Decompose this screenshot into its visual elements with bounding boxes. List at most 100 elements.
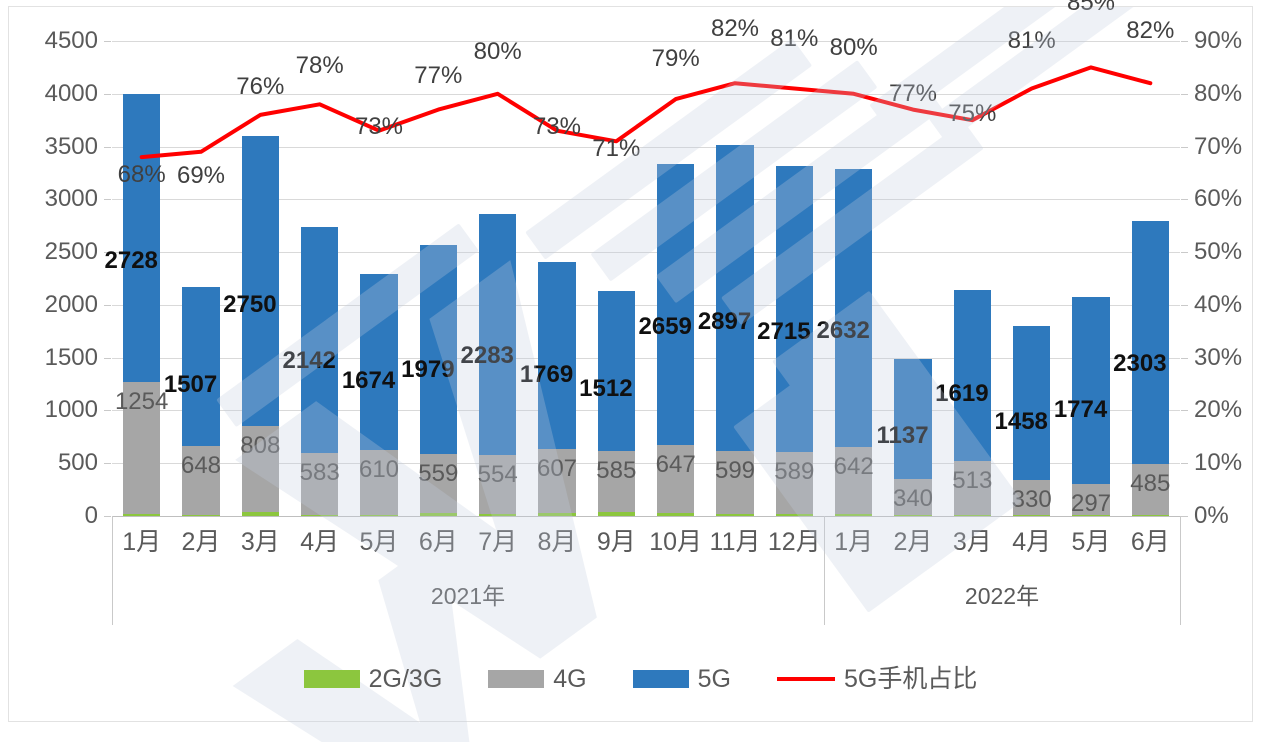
- line-value-label-5g-share: 81%: [1007, 26, 1056, 54]
- chart-legend: 2G/3G 4G 5G 5G手机占比: [9, 659, 1263, 699]
- stacked-bar[interactable]: [1131, 220, 1170, 516]
- bar-segment-4g[interactable]: [656, 444, 695, 513]
- stacked-bar[interactable]: [538, 262, 576, 516]
- bar-segment-2g3g[interactable]: [300, 514, 339, 516]
- bar-segment-4g[interactable]: [122, 381, 161, 515]
- bar-value-label-4g: 559: [418, 460, 459, 488]
- legend-item[interactable]: 2G/3G: [303, 666, 442, 692]
- bar-segment-5g[interactable]: [360, 273, 398, 451]
- bar-segment-5g[interactable]: [1072, 296, 1110, 484]
- stacked-bar[interactable]: [1072, 296, 1110, 516]
- bar-segment-2g3g[interactable]: [1072, 515, 1110, 516]
- bar-segment-5g[interactable]: [656, 163, 695, 445]
- x-axis-month-label: 4月: [1012, 528, 1052, 556]
- gridline: [112, 463, 1180, 465]
- legend-swatch-icon: [488, 670, 545, 688]
- y-axis-tick-left: [104, 252, 111, 254]
- legend-item[interactable]: 4G: [488, 666, 587, 692]
- bar-segment-4g[interactable]: [538, 448, 576, 513]
- stacked-bar[interactable]: [419, 245, 458, 516]
- stacked-bar[interactable]: [656, 163, 695, 516]
- line-value-label-5g-share: 71%: [592, 135, 641, 163]
- bar-value-label-4g: 554: [477, 461, 518, 489]
- stacked-bar[interactable]: [953, 290, 992, 516]
- stacked-bar[interactable]: [478, 214, 517, 516]
- bar-segment-2g3g[interactable]: [182, 514, 220, 516]
- bar-segment-2g3g[interactable]: [478, 513, 517, 516]
- legend-item[interactable]: 5G手机占比: [777, 666, 977, 692]
- bar-segment-2g3g[interactable]: [597, 512, 636, 516]
- bar-segment-4g[interactable]: [419, 454, 458, 514]
- bar-segment-2g3g[interactable]: [716, 514, 754, 516]
- bar-segment-5g[interactable]: [894, 359, 932, 480]
- y-axis-right-label: 50%: [1194, 238, 1243, 266]
- bar-segment-2g3g[interactable]: [834, 514, 873, 516]
- bar-segment-4g[interactable]: [1072, 483, 1110, 516]
- bar-segment-4g[interactable]: [834, 446, 873, 515]
- category-separator: [1180, 516, 1181, 625]
- bar-segment-5g[interactable]: [419, 245, 458, 455]
- bar-segment-5g[interactable]: [775, 165, 814, 453]
- bar-segment-2g3g[interactable]: [1131, 514, 1170, 516]
- bar-segment-4g[interactable]: [182, 446, 220, 515]
- stacked-bar[interactable]: [716, 145, 754, 516]
- x-axis-month-label: 2月: [893, 528, 933, 556]
- bar-value-label-5g: 1458: [994, 407, 1048, 435]
- bar-segment-5g[interactable]: [538, 262, 576, 449]
- stacked-bar[interactable]: [834, 168, 873, 516]
- bar-segment-5g[interactable]: [182, 287, 220, 447]
- bar-segment-2g3g[interactable]: [538, 512, 576, 516]
- bar-segment-5g[interactable]: [834, 168, 873, 447]
- bar-segment-4g[interactable]: [241, 426, 280, 512]
- stacked-bar[interactable]: [182, 287, 220, 516]
- y-axis-tick-right: [1181, 410, 1188, 412]
- bar-segment-5g[interactable]: [953, 290, 992, 462]
- x-axis-year-label: 2021年: [430, 583, 506, 609]
- bar-segment-4g[interactable]: [775, 452, 814, 515]
- bar-segment-5g[interactable]: [241, 136, 280, 427]
- bar-segment-2g3g[interactable]: [775, 514, 814, 516]
- bar-value-label-4g: 648: [180, 452, 222, 480]
- bar-segment-5g[interactable]: [716, 145, 754, 451]
- stacked-bar[interactable]: [894, 359, 932, 516]
- bar-segment-5g[interactable]: [122, 93, 161, 382]
- bar-segment-5g[interactable]: [1012, 326, 1051, 481]
- y-axis-left-label: 1500: [44, 343, 98, 371]
- stacked-bar[interactable]: [1012, 326, 1051, 516]
- stacked-bar[interactable]: [122, 93, 161, 516]
- y-axis-right-label: 70%: [1194, 132, 1243, 160]
- bar-segment-4g[interactable]: [300, 453, 339, 515]
- bar-segment-2g3g[interactable]: [122, 514, 161, 516]
- bar-segment-2g3g[interactable]: [360, 514, 398, 516]
- bar-segment-2g3g[interactable]: [953, 515, 992, 516]
- bar-value-label-5g: 1619: [935, 380, 989, 408]
- bar-segment-2g3g[interactable]: [1012, 515, 1051, 516]
- bar-segment-2g3g[interactable]: [419, 513, 458, 516]
- bar-segment-4g[interactable]: [894, 479, 932, 516]
- stacked-bar[interactable]: [597, 291, 636, 516]
- bar-value-label-5g: 2283: [460, 342, 514, 370]
- bar-segment-4g[interactable]: [1012, 480, 1051, 516]
- bar-segment-4g[interactable]: [953, 461, 992, 516]
- stacked-bar[interactable]: [300, 226, 339, 516]
- y-axis-left-label: 0: [84, 502, 98, 529]
- bar-segment-5g[interactable]: [300, 226, 339, 453]
- bar-segment-2g3g[interactable]: [241, 511, 280, 516]
- legend-item[interactable]: 5G: [632, 666, 731, 692]
- bar-segment-5g[interactable]: [1131, 220, 1170, 464]
- bar-segment-5g[interactable]: [478, 214, 517, 456]
- bar-segment-4g[interactable]: [716, 450, 754, 515]
- bar-segment-5g[interactable]: [597, 291, 636, 451]
- stacked-bar[interactable]: [360, 273, 398, 516]
- bar-value-label-5g: 2303: [1113, 349, 1167, 377]
- stacked-bar[interactable]: [775, 165, 814, 516]
- stacked-bar[interactable]: [241, 136, 280, 516]
- bar-segment-4g[interactable]: [360, 450, 398, 515]
- bar-segment-2g3g[interactable]: [894, 515, 932, 516]
- bar-segment-4g[interactable]: [1131, 463, 1170, 515]
- bar-segment-2g3g[interactable]: [656, 512, 695, 516]
- bar-segment-4g[interactable]: [478, 455, 517, 514]
- bar-value-label-4g: 297: [1070, 489, 1112, 517]
- bar-segment-4g[interactable]: [597, 450, 636, 513]
- y-axis-tick-right: [1181, 146, 1188, 148]
